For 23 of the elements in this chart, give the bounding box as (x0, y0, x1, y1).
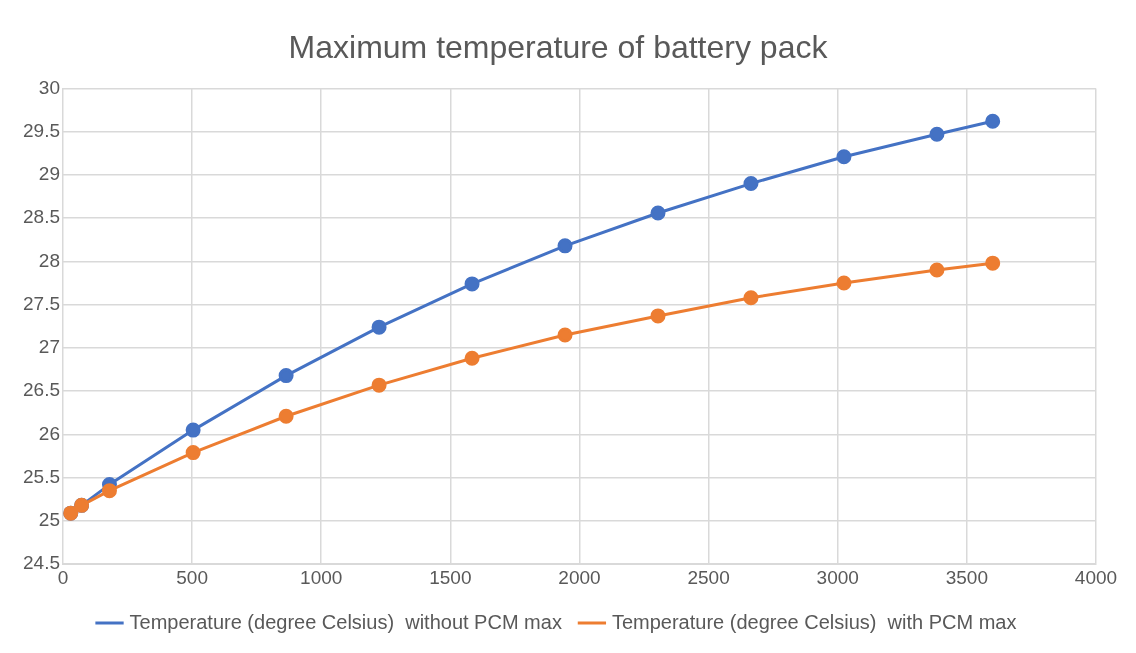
y-tick-label: 28.5 (23, 206, 60, 228)
x-tick-label: 2000 (558, 566, 601, 588)
x-tick-label: 1500 (429, 566, 472, 588)
y-tick-label: 29.5 (23, 119, 60, 141)
x-tick-label: 3500 (945, 566, 989, 588)
y-tick-label: 27 (38, 336, 60, 358)
x-tick-label: 500 (176, 566, 208, 588)
legend-label: Temperature (degree Celsius) without PCM max (129, 610, 562, 633)
legend-label: Temperature (degree Celsius) with PCM max (611, 610, 1017, 633)
y-tick-label: 25 (38, 509, 60, 531)
y-tick-label: 26 (38, 422, 60, 444)
y-tick-label: 29 (38, 163, 60, 185)
x-tick-label: 4000 (1074, 566, 1118, 588)
y-tick-label: 24.5 (23, 552, 60, 574)
chart-title: Maximum temperature of battery pack (288, 29, 829, 66)
y-tick-label: 26.5 (23, 379, 60, 401)
y-tick-label: 28 (38, 249, 60, 271)
y-tick-label: 27.5 (23, 292, 60, 314)
y-tick-label: 30 (38, 76, 60, 98)
y-tick-label: 25.5 (23, 465, 60, 487)
x-tick-label: 1000 (300, 566, 343, 588)
x-tick-label: 2500 (687, 566, 730, 588)
x-tick-label: 3000 (816, 566, 859, 588)
